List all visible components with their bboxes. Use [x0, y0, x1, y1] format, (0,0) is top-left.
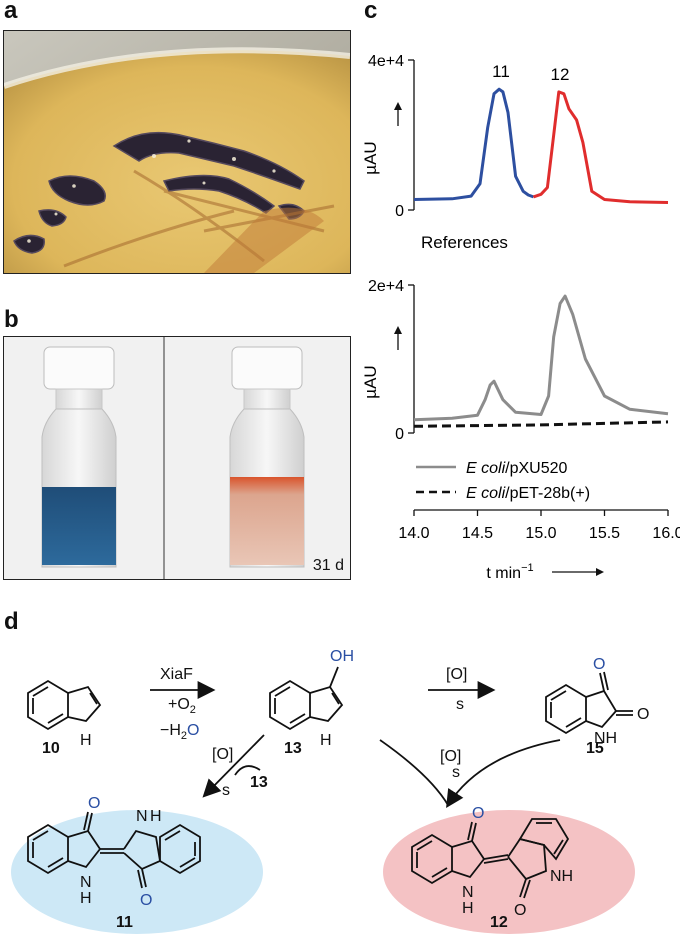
- petri-dish-image: [4, 31, 350, 273]
- peak-label-12: 12: [551, 65, 570, 84]
- bottom-ylabel-arrow: [394, 326, 402, 350]
- indole-structure: [27, 679, 102, 731]
- indoxyl-h: H: [320, 732, 332, 749]
- oxidation-label-1: [O]: [446, 666, 467, 683]
- indigo-o-bottom: O: [140, 892, 152, 909]
- dimerization-arrow-11: [202, 734, 265, 798]
- s-label-left: s: [222, 782, 230, 799]
- chromatogram-chart: 4e+4 0 µAU 11 12 References 2e+4 0 µAU E…: [361, 53, 680, 582]
- x-tick-label-2: 15.0: [525, 525, 556, 542]
- indoxyl-structure: [269, 666, 344, 731]
- panel-label-c: c: [364, 0, 378, 24]
- petri-dish-photo: [3, 30, 351, 274]
- curve-15-to-12: [446, 739, 561, 809]
- x-tick-label-4: 16.0: [652, 525, 680, 542]
- vials-photo: 31 d: [3, 336, 351, 580]
- legend-label-pet28b: E coli/pET-28b(+): [466, 485, 590, 502]
- x-tick-label-1: 14.5: [462, 525, 493, 542]
- top-ytick-zero-label: 0: [395, 203, 404, 220]
- peak-label-11: 11: [492, 62, 510, 81]
- minus-h2o-label: −H2O: [160, 722, 199, 742]
- oxidation-label-3: [O]: [440, 748, 461, 765]
- label-15: 15: [586, 740, 604, 757]
- oh-label: OH: [330, 648, 354, 665]
- x-axis-label: t min−1: [486, 562, 533, 582]
- coreactant-13: 13: [250, 774, 268, 791]
- indirubin-o-top: O: [472, 805, 484, 822]
- indole-nh-h: H: [80, 732, 92, 749]
- s-label-right: s: [452, 764, 460, 781]
- day-label: 31 d: [312, 557, 344, 574]
- reaction-scheme: 10 H XiaF +O2 −H2O OH 13 H [O] s O O 15 …: [11, 648, 649, 934]
- indirubin-o-bottom: O: [514, 902, 526, 919]
- label-10: 10: [42, 740, 60, 757]
- legend-label-pxu520: E coli/pXU520: [466, 460, 567, 477]
- indirubin-n-bottom: N: [462, 884, 474, 901]
- enzyme-label: XiaF: [160, 666, 193, 683]
- x-tick-label-3: 15.5: [589, 525, 620, 542]
- bottom-ytick-top-label: 2e+4: [368, 278, 404, 295]
- indirubin-h-bottom: H: [462, 900, 474, 917]
- indirubin-ellipse: [383, 810, 635, 934]
- panel-label-a: a: [4, 0, 18, 24]
- isatin-nh: NH: [594, 730, 617, 747]
- panel-label-b: b: [4, 306, 19, 333]
- vials-image: [41, 337, 305, 579]
- indigo-nh-top: N: [136, 808, 148, 825]
- isatin-structure: [545, 671, 633, 735]
- x-axis-arrow: [552, 568, 604, 576]
- top-ytick-top-label: 4e+4: [368, 53, 404, 70]
- bottom-ytick-zero-label: 0: [395, 426, 404, 443]
- x-tick-label-0: 14.0: [398, 525, 429, 542]
- indigo-h-top: H: [150, 808, 162, 825]
- label-13: 13: [284, 740, 302, 757]
- label-11: 11: [116, 914, 133, 931]
- s-label-1: s: [456, 696, 464, 713]
- oxidation-label-2: [O]: [212, 746, 233, 763]
- indirubin-structure: [411, 818, 570, 899]
- indigo-structure: [27, 811, 201, 889]
- top-ylabel: µAU: [361, 141, 380, 174]
- isatin-o-top: O: [593, 656, 605, 673]
- indigo-nh-bottom: N: [80, 874, 92, 891]
- series-line-0-1: [532, 90, 669, 204]
- references-label: References: [421, 233, 508, 252]
- series-line-1-1: [413, 420, 669, 428]
- coreactant-curve-13: [234, 765, 261, 776]
- indigo-h-bottom: H: [80, 890, 92, 907]
- indigo-o-top: O: [88, 795, 100, 812]
- label-12: 12: [490, 914, 508, 931]
- panel-label-d: d: [4, 608, 19, 635]
- isatin-o-right: O: [637, 706, 649, 723]
- series-line-1-0: [413, 294, 669, 422]
- curve-13-to-12: [379, 739, 449, 806]
- bottom-ylabel: µAU: [361, 365, 380, 398]
- indirubin-nh-right: NH: [550, 868, 573, 885]
- plus-o2-label: +O2: [168, 696, 196, 716]
- series-line-0-0: [413, 87, 534, 201]
- top-ylabel-arrow: [394, 102, 402, 126]
